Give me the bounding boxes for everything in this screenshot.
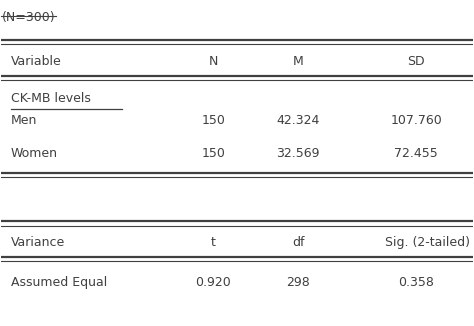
Text: Men: Men xyxy=(11,114,37,127)
Text: 32.569: 32.569 xyxy=(276,147,320,160)
Text: 150: 150 xyxy=(201,147,225,160)
Text: Variable: Variable xyxy=(11,55,62,68)
Text: Assumed Equal: Assumed Equal xyxy=(11,276,107,289)
Text: 107.760: 107.760 xyxy=(390,114,442,127)
Text: 42.324: 42.324 xyxy=(276,114,320,127)
Text: (N=300): (N=300) xyxy=(1,11,55,24)
Text: Variance: Variance xyxy=(11,236,65,249)
Text: Women: Women xyxy=(11,147,58,160)
Text: 0.358: 0.358 xyxy=(398,276,434,289)
Text: 72.455: 72.455 xyxy=(394,147,438,160)
Text: 150: 150 xyxy=(201,114,225,127)
Text: 0.920: 0.920 xyxy=(196,276,231,289)
Text: CK-MB levels: CK-MB levels xyxy=(11,92,91,105)
Text: t: t xyxy=(211,236,216,249)
Text: N: N xyxy=(209,55,218,68)
Text: df: df xyxy=(292,236,304,249)
Text: Sig. (2-tailed): Sig. (2-tailed) xyxy=(385,236,470,249)
Text: M: M xyxy=(293,55,304,68)
Text: 298: 298 xyxy=(286,276,310,289)
Text: SD: SD xyxy=(407,55,425,68)
